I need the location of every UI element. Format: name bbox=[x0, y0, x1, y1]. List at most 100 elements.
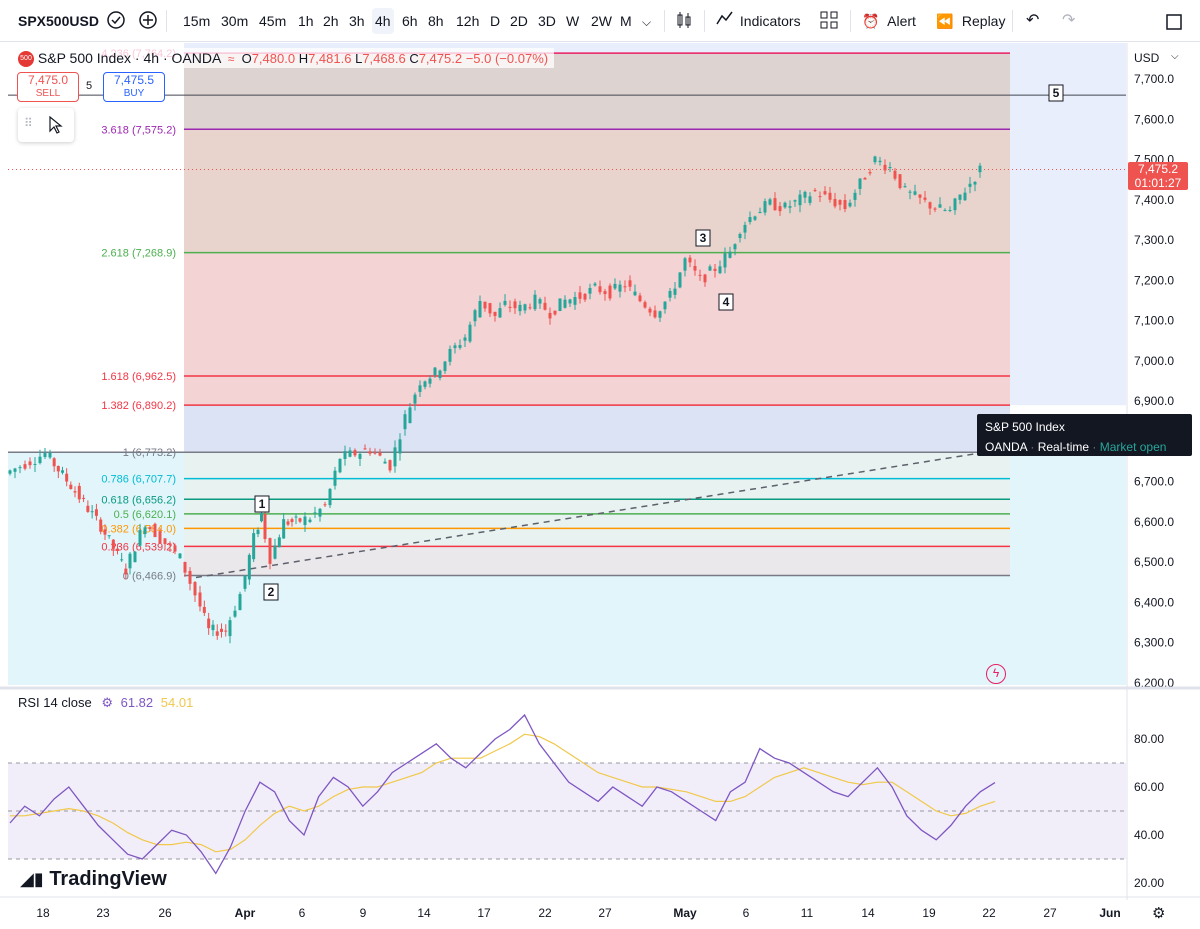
candle-body bbox=[178, 553, 182, 559]
interval-6h[interactable]: 6h bbox=[402, 13, 418, 29]
rsi-tick-label: 60.00 bbox=[1134, 780, 1164, 794]
cursor-arrow-icon[interactable] bbox=[48, 115, 64, 140]
candle-body bbox=[483, 301, 487, 309]
candle-body bbox=[813, 190, 817, 192]
fib-label: 1.618 (6,962.5) bbox=[101, 371, 176, 383]
divider bbox=[166, 10, 167, 32]
redo-icon[interactable]: ↷ bbox=[1062, 12, 1076, 29]
wave-label-5: 5 bbox=[1053, 86, 1060, 100]
candle-body bbox=[143, 527, 147, 535]
interval-30m[interactable]: 30m bbox=[221, 13, 249, 29]
currency-label: USD bbox=[1134, 51, 1160, 65]
candle-body bbox=[803, 191, 807, 198]
candle-body bbox=[843, 200, 847, 210]
rsi-settings-icon[interactable]: ⚙ bbox=[101, 695, 113, 710]
symbol-icon[interactable] bbox=[106, 10, 126, 30]
interval-3d[interactable]: 3D bbox=[538, 13, 556, 29]
price-tick-label: 6,300.0 bbox=[1134, 636, 1174, 650]
compare-add-icon[interactable] bbox=[138, 10, 158, 30]
candle-body bbox=[148, 527, 152, 530]
fullscreen-icon[interactable] bbox=[1166, 12, 1182, 30]
candle-body bbox=[723, 253, 727, 268]
candle-body bbox=[928, 202, 932, 209]
fib-label: 3.618 (7,575.2) bbox=[101, 124, 176, 136]
interval-d[interactable]: D bbox=[490, 13, 501, 29]
divider bbox=[850, 10, 851, 32]
alert-button[interactable]: ⏰ Alert bbox=[862, 8, 916, 34]
time-tick-label: 6 bbox=[743, 906, 750, 920]
interval-15m[interactable]: 15m bbox=[183, 13, 211, 29]
rsi-tick-label: 20.00 bbox=[1134, 876, 1164, 890]
candle-body bbox=[873, 156, 877, 163]
candle-body bbox=[583, 293, 587, 300]
replay-button[interactable]: ⏪ Replay bbox=[936, 8, 1005, 34]
candle-type-icon[interactable] bbox=[674, 10, 694, 30]
drag-handle-icon[interactable]: ⠿ bbox=[24, 116, 33, 130]
interval-4h[interactable]: 4h bbox=[372, 8, 394, 34]
interval-w[interactable]: W bbox=[566, 13, 580, 29]
candle-body bbox=[193, 581, 197, 596]
interval-2w[interactable]: 2W bbox=[591, 13, 612, 29]
lightning-icon[interactable]: ϟ bbox=[986, 664, 1006, 684]
sell-button[interactable]: 7,475.0 SELL bbox=[17, 72, 79, 102]
undo-icon[interactable]: ↶ bbox=[1026, 12, 1040, 29]
candle-body bbox=[503, 300, 507, 305]
interval-3h[interactable]: 3h bbox=[349, 13, 365, 29]
interval-2d[interactable]: 2D bbox=[510, 13, 528, 29]
candle-body bbox=[247, 554, 251, 580]
candle-body bbox=[363, 448, 367, 450]
candle-body bbox=[578, 292, 582, 299]
trendline bbox=[195, 450, 991, 579]
indicators-button[interactable]: Indicators bbox=[716, 8, 801, 34]
indicators-label: Indicators bbox=[739, 13, 801, 29]
candle-body bbox=[61, 470, 64, 473]
time-tick-label: 22 bbox=[982, 906, 996, 920]
candle-body bbox=[188, 570, 192, 584]
symbol-label: SPX500USD bbox=[18, 13, 99, 29]
candle-body bbox=[128, 553, 132, 569]
candle-body bbox=[588, 287, 592, 294]
price-tick-label: 6,600.0 bbox=[1134, 515, 1174, 529]
time-tick-label: May bbox=[673, 906, 697, 920]
symbol-search[interactable]: SPX500USD bbox=[18, 8, 99, 34]
candle-body bbox=[978, 165, 982, 173]
candle-body bbox=[518, 304, 522, 312]
time-tick-label: 27 bbox=[1043, 906, 1057, 920]
fib-zone-base bbox=[184, 546, 1010, 576]
candle-body bbox=[768, 199, 772, 205]
buy-button[interactable]: 7,475.5 BUY bbox=[103, 72, 165, 102]
candle-body bbox=[883, 164, 887, 171]
candle-body bbox=[398, 439, 402, 454]
interval-8h[interactable]: 8h bbox=[428, 13, 444, 29]
fib-label: 2.618 (7,268.9) bbox=[101, 248, 176, 260]
candle-body bbox=[48, 452, 52, 458]
interval-1h[interactable]: 1h bbox=[298, 13, 314, 29]
wave-label-2: 2 bbox=[268, 585, 275, 599]
candle-body bbox=[120, 559, 124, 561]
candle-body bbox=[543, 302, 547, 310]
candle-body bbox=[99, 519, 103, 532]
layout-grid-icon[interactable] bbox=[820, 11, 838, 29]
time-tick-label: 27 bbox=[598, 906, 612, 920]
interval-m[interactable]: M bbox=[620, 13, 632, 29]
candle-body bbox=[663, 301, 667, 310]
interval-45m[interactable]: 45m bbox=[259, 13, 287, 29]
candle-body bbox=[878, 160, 882, 163]
candle-body bbox=[308, 519, 312, 522]
gear-icon[interactable]: ⚙ bbox=[1152, 905, 1166, 922]
rsi-ma-value: 54.01 bbox=[160, 695, 194, 710]
candle-body bbox=[778, 206, 782, 212]
candle-body bbox=[448, 348, 452, 362]
chevron-down-icon[interactable]: ⌵ bbox=[642, 15, 652, 29]
candle-body bbox=[378, 452, 382, 456]
candle-body bbox=[33, 463, 37, 465]
price-tick-label: 7,100.0 bbox=[1134, 314, 1174, 328]
time-tick-label: Jun bbox=[1099, 906, 1120, 920]
currency-chevron-icon[interactable]: ⌵ bbox=[1171, 51, 1179, 62]
candle-body bbox=[748, 217, 752, 222]
interval-2h[interactable]: 2h bbox=[323, 13, 339, 29]
rsi-band bbox=[8, 763, 1126, 859]
interval-12h[interactable]: 12h bbox=[456, 13, 480, 29]
candle-body bbox=[783, 202, 787, 208]
